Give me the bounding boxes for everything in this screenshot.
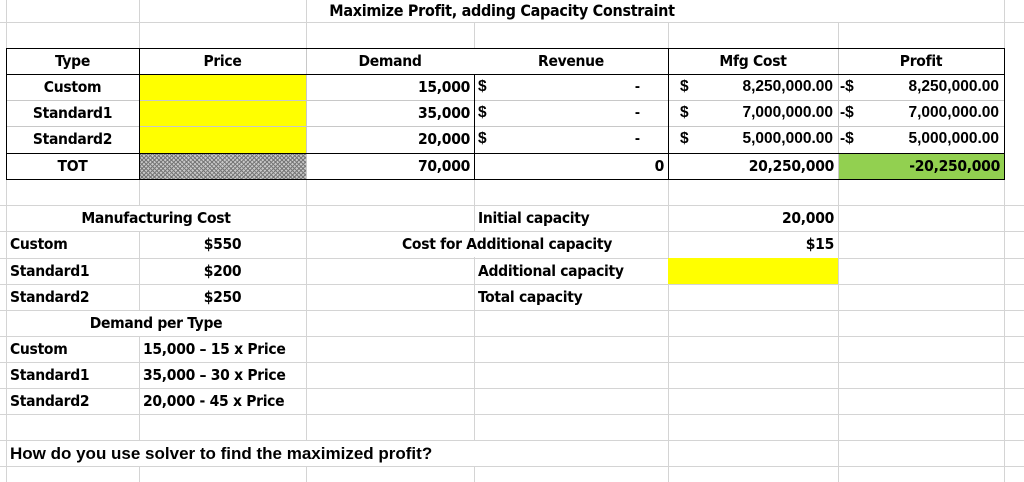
mfg-cost-cell[interactable]: $ 8,250,000.00 [668,74,838,100]
price-input-range[interactable] [139,74,306,153]
gridline [6,0,7,482]
gridline [139,0,140,482]
profit-value: 8,250,000.00 [908,78,999,95]
gridline [838,0,839,482]
price-total-cell [139,153,306,179]
profit-value: 5,000,000.00 [908,130,999,147]
currency-symbol: -$ [840,78,854,95]
total-profit-objective-cell[interactable] [838,153,1004,179]
gridline [0,440,1024,441]
additional-capacity-input[interactable] [668,258,838,284]
type-cell: Custom [43,78,102,96]
profit-value: 7,000,000.00 [908,104,999,121]
type-cell: Standard2 [32,130,113,148]
demand-formula[interactable]: 35,000 – 30 x Price [143,366,286,384]
additional-capacity-label: Additional capacity [478,262,624,280]
currency-symbol: $ [478,130,487,147]
total-profit[interactable]: -20,250,000 [909,157,1000,175]
header-revenue: Revenue [538,52,604,70]
gridline [668,0,669,482]
gridline [0,22,1024,23]
revenue-cell[interactable]: $ - [474,74,668,100]
profit-cell[interactable]: -$ 8,250,000.00 [838,74,1004,100]
mfg-cost-cell[interactable]: $ 5,000,000.00 [668,126,838,152]
currency-symbol: $ [680,78,689,95]
total-revenue[interactable]: 0 [654,157,665,175]
header-price: Price [203,52,242,70]
demand-type-label: Custom [10,340,68,358]
gridline [0,466,1024,467]
revenue-value: - [634,104,640,121]
gridline [0,205,1024,206]
header-profit: Profit [899,52,943,70]
gridline [0,284,1024,285]
sheet-title: Maximize Profit, adding Capacity Constra… [329,1,675,20]
gridline [1004,0,1005,482]
demand-section-title: Demand per Type [89,314,223,332]
gridline [0,258,1024,259]
currency-symbol: $ [680,130,689,147]
gridline [0,388,1024,389]
price-cell-custom[interactable] [139,74,306,100]
total-capacity-value[interactable] [668,284,838,310]
mfg-type-label: Custom [10,235,68,253]
price-cell-standard1[interactable] [139,100,306,126]
question-text: How do you use solver to find the maximi… [10,444,433,463]
demand-cell[interactable]: 35,000 [417,104,470,122]
mfg-cost-section-title: Manufacturing Cost [81,209,231,227]
total-capacity-label: Total capacity [478,288,583,306]
initial-capacity-label: Initial capacity [478,209,590,227]
currency-symbol: $ [478,78,487,95]
header-mfg-cost: Mfg Cost [719,52,787,70]
currency-symbol: $ [680,104,689,121]
additional-capacity-cost-value[interactable]: $15 [805,235,835,253]
mfg-cost-value: 5,000,000.00 [742,130,833,147]
currency-symbol: $ [478,104,487,121]
demand-cell[interactable]: 20,000 [417,130,470,148]
total-label: TOT [57,157,88,175]
demand-type-label: Standard1 [10,366,90,384]
revenue-value: - [634,130,640,147]
mfg-cost-value: 8,250,000.00 [742,78,833,95]
gridline [0,310,1024,311]
mfg-cost-value: 7,000,000.00 [742,104,833,121]
demand-formula[interactable]: 20,000 - 45 x Price [143,392,285,410]
gridline [306,0,307,482]
initial-capacity-value[interactable]: 20,000 [781,209,834,227]
demand-formula[interactable]: 15,000 – 15 x Price [143,340,286,358]
profit-cell[interactable]: -$ 5,000,000.00 [838,126,1004,152]
mfg-type-label: Standard2 [10,288,90,306]
mfg-cost-value[interactable]: $250 [203,288,242,306]
currency-symbol: -$ [840,130,854,147]
total-demand[interactable]: 70,000 [417,157,470,175]
gridline [0,362,1024,363]
demand-cell[interactable]: 15,000 [417,78,470,96]
revenue-cell[interactable]: $ - [474,100,668,126]
header-type: Type [54,52,90,70]
type-cell: Standard1 [32,104,113,122]
mfg-type-label: Standard1 [10,262,90,280]
mfg-cost-cell[interactable]: $ 7,000,000.00 [668,100,838,126]
mfg-cost-value[interactable]: $200 [203,262,242,280]
total-mfg-cost[interactable]: 20,250,000 [748,157,835,175]
gridline [0,414,1024,415]
revenue-value: - [634,78,640,95]
profit-cell[interactable]: -$ 7,000,000.00 [838,100,1004,126]
demand-type-label: Standard2 [10,392,90,410]
revenue-cell[interactable]: $ - [474,126,668,152]
header-demand: Demand [358,52,422,70]
price-cell-standard2[interactable] [139,126,306,152]
gridline [0,336,1024,337]
currency-symbol: -$ [840,104,854,121]
gridline [0,231,1024,232]
additional-capacity-cost-label: Cost for Additional capacity [402,235,612,253]
mfg-cost-value[interactable]: $550 [203,235,242,253]
